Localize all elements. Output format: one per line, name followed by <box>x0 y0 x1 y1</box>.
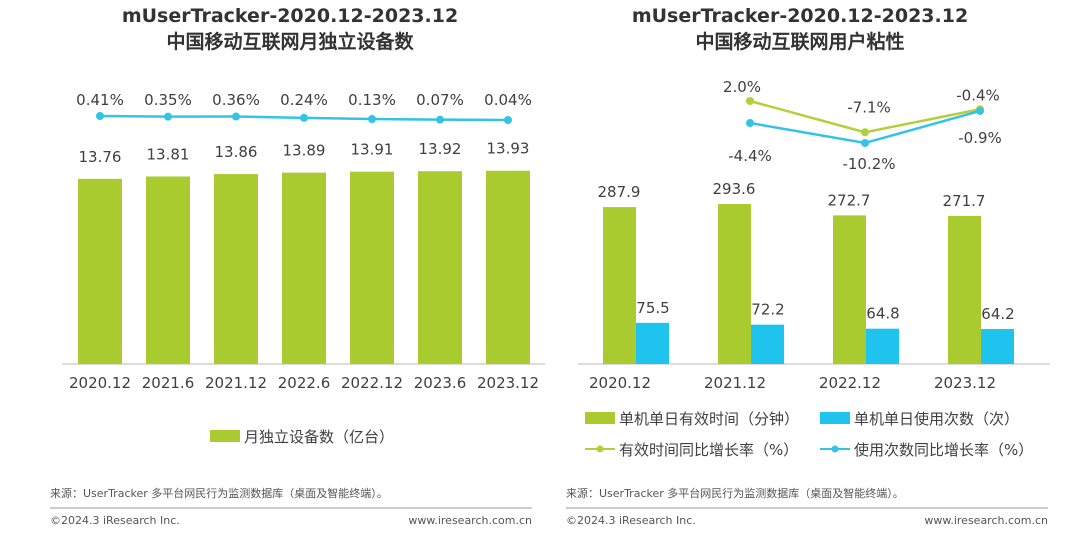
bar-time <box>718 203 751 364</box>
bar-label-count: 64.2 <box>981 305 1014 323</box>
x-tick-label: 2022.12 <box>341 374 403 392</box>
x-tick-label: 2023.12 <box>934 374 996 392</box>
x-tick-label: 2021.12 <box>704 374 766 392</box>
line-label-time: 2.0% <box>723 78 761 96</box>
x-tick-label: 2021.6 <box>142 374 195 392</box>
bar-label: 13.89 <box>283 142 326 160</box>
bar-devices <box>282 172 326 364</box>
line-label: 0.36% <box>212 91 260 109</box>
bar-count <box>981 329 1014 364</box>
bar-label: 13.76 <box>79 148 122 166</box>
right-source: 来源：UserTracker 多平台网民行为监测数据库（桌面及智能终端）。 <box>566 486 904 500</box>
x-tick-label: 2022.12 <box>819 374 881 392</box>
x-tick-label: 2020.12 <box>69 374 131 392</box>
line-marker-time <box>746 97 754 105</box>
legend-label-devices: 月独立设备数（亿台） <box>244 428 394 446</box>
line-label: 0.13% <box>348 91 396 109</box>
legend-label-count: 单机单日使用次数（次） <box>854 410 1019 428</box>
line-label-time: -7.1% <box>847 98 891 116</box>
line-marker-count <box>976 106 984 115</box>
line-marker <box>96 112 104 121</box>
right-website: www.iresearch.com.cn <box>924 514 1048 527</box>
bar-label-time: 272.7 <box>828 191 871 209</box>
bar-time <box>603 207 636 364</box>
bar-devices <box>350 171 394 364</box>
line-marker <box>368 115 376 124</box>
bar-devices <box>486 170 530 364</box>
bar-devices <box>78 178 122 364</box>
legend-marker-count-growth <box>831 445 839 453</box>
left-source: 来源：UserTracker 多平台网民行为监测数据库（桌面及智能终端）。 <box>50 486 388 500</box>
bar-label: 13.93 <box>487 140 530 158</box>
line-label: 0.07% <box>416 91 464 109</box>
bar-label-count: 64.8 <box>866 305 899 323</box>
bar-label: 13.81 <box>147 145 190 163</box>
right-subtitle: 中国移动互联网用户粘性 <box>695 30 904 53</box>
legend-swatch-time <box>585 412 615 424</box>
line-label: 0.04% <box>484 91 532 109</box>
bar-count <box>751 324 784 364</box>
bar-label: 13.91 <box>351 141 394 159</box>
bar-label-count: 72.2 <box>751 301 784 319</box>
left-website: www.iresearch.com.cn <box>408 514 532 527</box>
x-tick-label: 2020.12 <box>589 374 651 392</box>
legend-label-time-growth: 有效时间同比增长率（%） <box>619 441 798 459</box>
x-tick-label: 2022.6 <box>278 374 331 392</box>
line-marker <box>504 116 512 124</box>
left-subtitle: 中国移动互联网月独立设备数 <box>166 30 414 53</box>
bar-label: 13.86 <box>215 143 258 161</box>
line-label: 0.41% <box>76 91 124 109</box>
line-label: 0.35% <box>144 91 192 109</box>
line-label-count: -10.2% <box>842 155 895 173</box>
x-tick-label: 2023.12 <box>477 374 539 392</box>
bar-label-time: 293.6 <box>713 180 756 198</box>
bar-count <box>866 328 899 364</box>
legend-swatch-devices <box>210 430 240 442</box>
x-tick-label: 2023.6 <box>414 374 467 392</box>
bar-time <box>833 215 866 364</box>
legend-marker-time-growth <box>596 445 604 453</box>
right-copyright: ©2024.3 iResearch Inc. <box>566 514 696 527</box>
x-tick-label: 2021.12 <box>205 374 267 392</box>
bar-label-time: 271.7 <box>943 192 986 210</box>
legend-swatch-count <box>820 412 850 424</box>
right-title: mUserTracker-2020.12-2023.12 <box>632 5 968 27</box>
bar-label: 13.92 <box>419 140 462 158</box>
line-marker-count <box>861 138 869 147</box>
left-title: mUserTracker-2020.12-2023.12 <box>122 5 458 27</box>
line-label: 0.24% <box>280 91 328 109</box>
bar-devices <box>418 171 462 364</box>
left-copyright: ©2024.3 iResearch Inc. <box>50 514 180 527</box>
line-marker-time <box>861 128 869 137</box>
line-marker <box>300 113 308 122</box>
legend-label-time: 单机单日有效时间（分钟） <box>619 410 799 428</box>
bar-devices <box>214 174 258 364</box>
bar-label-time: 287.9 <box>598 183 641 201</box>
line-marker-count <box>746 119 754 128</box>
bar-count <box>636 322 669 364</box>
line-label-count: -0.9% <box>958 129 1002 147</box>
line-label-time: -0.4% <box>956 86 1000 104</box>
legend-label-count-growth: 使用次数同比增长率（%） <box>854 441 1033 459</box>
line-marker <box>232 112 240 121</box>
bar-label-count: 75.5 <box>636 299 669 317</box>
line-marker <box>164 112 172 121</box>
line-marker <box>436 115 444 124</box>
bar-time <box>948 215 981 364</box>
line-label-count: -4.4% <box>728 147 772 165</box>
bar-devices <box>146 176 190 364</box>
